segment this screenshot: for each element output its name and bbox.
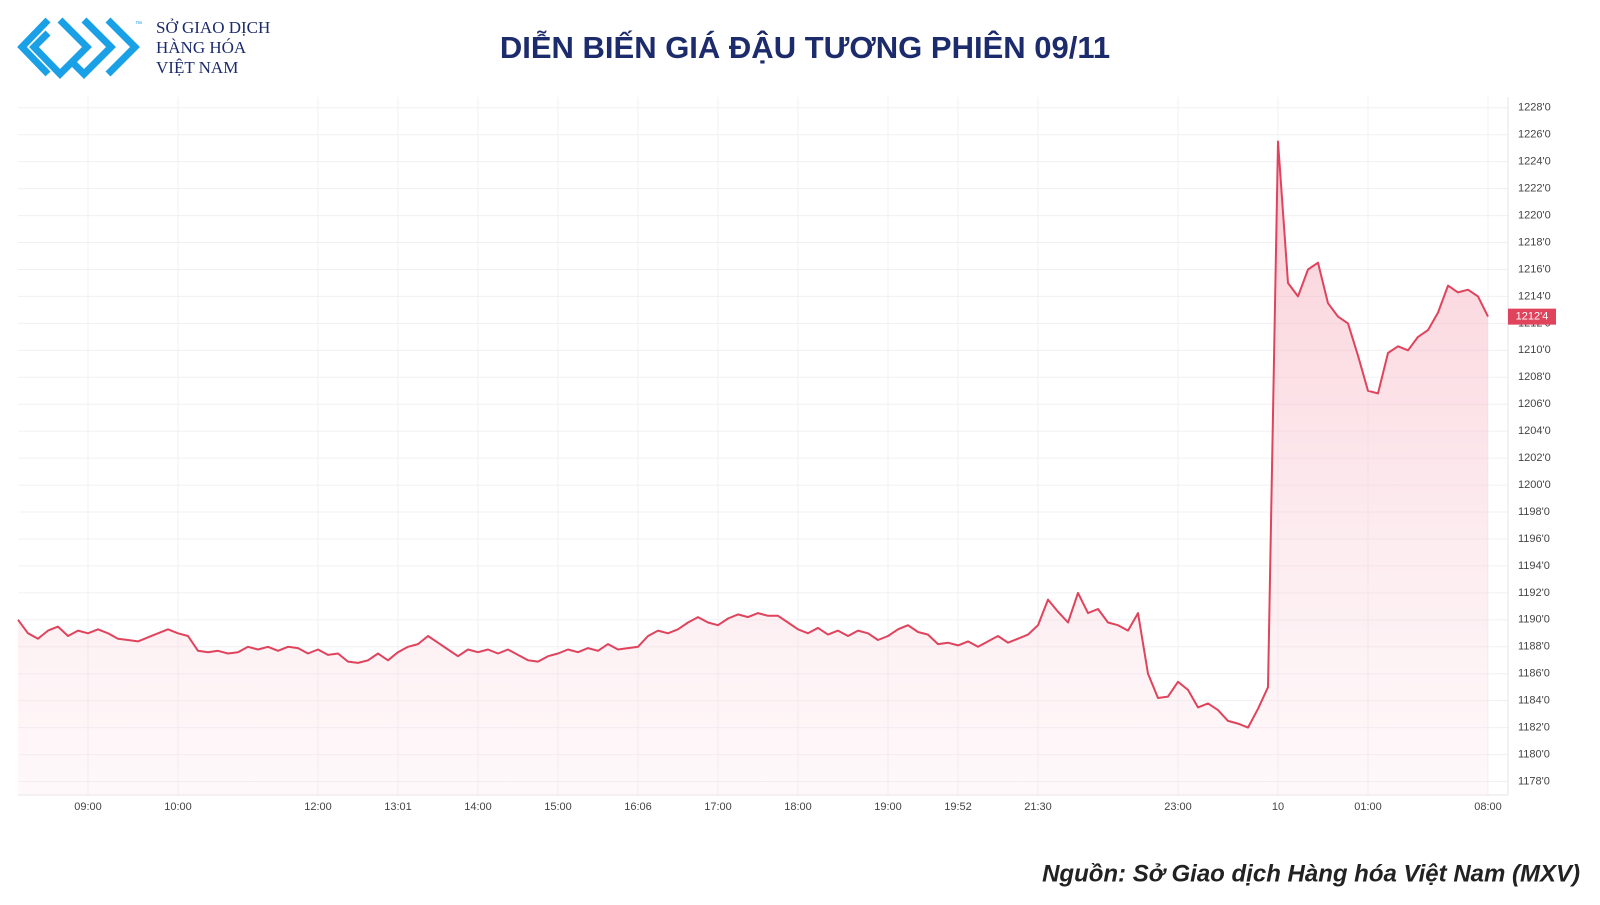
y-tick-label: 1208'0 xyxy=(1518,371,1551,383)
source-note: Nguồn: Sở Giao dịch Hàng hóa Việt Nam (M… xyxy=(1042,860,1580,887)
x-tick-label: 08:00 xyxy=(1474,801,1502,813)
x-tick-label: 09:00 xyxy=(74,801,102,813)
y-tick-label: 1200'0 xyxy=(1518,479,1551,491)
x-tick-label: 19:00 xyxy=(874,801,902,813)
x-tick-label: 23:00 xyxy=(1164,801,1192,813)
y-tick-label: 1228'0 xyxy=(1518,102,1551,114)
y-tick-label: 1220'0 xyxy=(1518,209,1551,221)
x-tick-label: 15:00 xyxy=(544,801,572,813)
last-price-label: 1212'4 xyxy=(1516,311,1549,323)
chart-title: DIỄN BIẾN GIÁ ĐẬU TƯƠNG PHIÊN 09/11 xyxy=(500,29,1110,65)
x-tick-label: 18:00 xyxy=(784,801,812,813)
x-tick-label: 19:52 xyxy=(944,801,972,813)
last-price-marker xyxy=(1508,308,1556,325)
logo-text: SỞ GIAO DỊCH xyxy=(156,18,270,37)
price-line xyxy=(17,140,1489,729)
x-tick-label: 10:00 xyxy=(164,801,192,813)
x-tick-label: 12:00 xyxy=(304,801,332,813)
y-tick-label: 1224'0 xyxy=(1518,156,1551,168)
logo-trademark: ™ xyxy=(135,21,142,28)
y-tick-label: 1194'0 xyxy=(1518,560,1550,572)
y-tick-label: 1214'0 xyxy=(1518,290,1551,302)
y-tick-label: 1226'0 xyxy=(1518,129,1551,141)
x-tick-label: 16:06 xyxy=(624,801,652,813)
x-tick-label: 21:30 xyxy=(1024,801,1052,813)
y-tick-label: 1222'0 xyxy=(1518,183,1551,195)
y-tick-label: 1184'0 xyxy=(1518,695,1550,707)
y-tick-label: 1204'0 xyxy=(1518,425,1551,437)
x-tick-label: 17:00 xyxy=(704,801,732,813)
y-tick-label: 1186'0 xyxy=(1518,668,1550,680)
x-tick-label: 01:00 xyxy=(1354,801,1382,813)
y-tick-label: 1198'0 xyxy=(1518,506,1550,518)
x-tick-label: 13:01 xyxy=(384,801,412,813)
logo-text: HÀNG HÓA xyxy=(156,38,247,57)
logo-mark xyxy=(17,17,140,79)
y-tick-label: 1216'0 xyxy=(1518,263,1551,275)
y-tick-label: 1188'0 xyxy=(1518,641,1550,653)
logo-text: VIỆT NAM xyxy=(156,58,238,77)
y-tick-label: 1218'0 xyxy=(1518,236,1551,248)
y-tick-label: 1182'0 xyxy=(1518,722,1550,734)
y-tick-label: 1178'0 xyxy=(1518,775,1550,787)
y-tick-label: 1202'0 xyxy=(1518,452,1551,464)
x-tick-label: 14:00 xyxy=(464,801,492,813)
x-tick-label: 10 xyxy=(1272,801,1284,813)
y-tick-label: 1206'0 xyxy=(1518,398,1551,410)
area-fill xyxy=(18,141,1488,795)
y-tick-label: 1180'0 xyxy=(1518,748,1550,760)
y-tick-label: 1192'0 xyxy=(1518,587,1550,599)
y-tick-label: 1190'0 xyxy=(1518,614,1550,626)
y-tick-label: 1210'0 xyxy=(1518,344,1551,356)
y-tick-label: 1196'0 xyxy=(1518,533,1550,545)
